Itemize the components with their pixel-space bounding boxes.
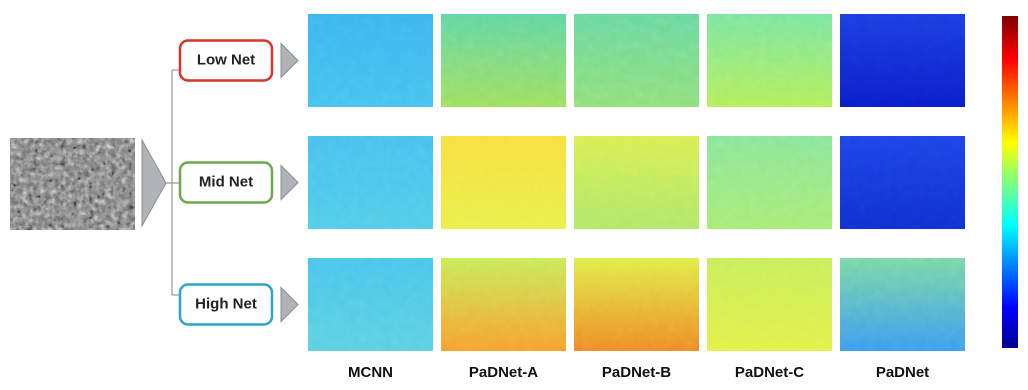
net-label: Low Net	[197, 51, 255, 68]
arrow	[280, 286, 299, 323]
input-image	[10, 138, 135, 230]
net-box	[178, 161, 274, 204]
arrow	[280, 42, 299, 79]
colorbar	[1002, 16, 1018, 348]
heatmap-texture	[707, 258, 832, 351]
heatmap-texture	[840, 258, 965, 351]
heatmap-texture	[707, 14, 832, 107]
arrow	[141, 138, 167, 228]
arrow	[280, 164, 299, 201]
net-label: Mid Net	[199, 173, 253, 190]
heatmap-texture	[707, 136, 832, 229]
net-box	[178, 283, 274, 326]
heatmaps	[308, 14, 965, 351]
heatmap-texture	[574, 258, 699, 351]
heatmap-texture	[441, 136, 566, 229]
column-label: PaDNet-B	[602, 364, 671, 381]
column-label: MCNN	[348, 364, 393, 381]
heatmap-texture	[308, 258, 433, 351]
heatmap-texture	[441, 258, 566, 351]
heatmap-texture	[574, 14, 699, 107]
heatmap-texture	[840, 136, 965, 229]
heatmap-texture	[441, 14, 566, 107]
branch-lines	[166, 69, 180, 296]
net-box	[178, 39, 274, 82]
column-label: PaDNet	[876, 364, 929, 381]
column-label: PaDNet-C	[735, 364, 804, 381]
heatmap-texture	[308, 14, 433, 107]
column-label: PaDNet-A	[469, 364, 538, 381]
heatmap-texture	[308, 136, 433, 229]
heatmap-texture	[574, 136, 699, 229]
heatmap-texture	[840, 14, 965, 107]
net-label: High Net	[195, 295, 257, 312]
